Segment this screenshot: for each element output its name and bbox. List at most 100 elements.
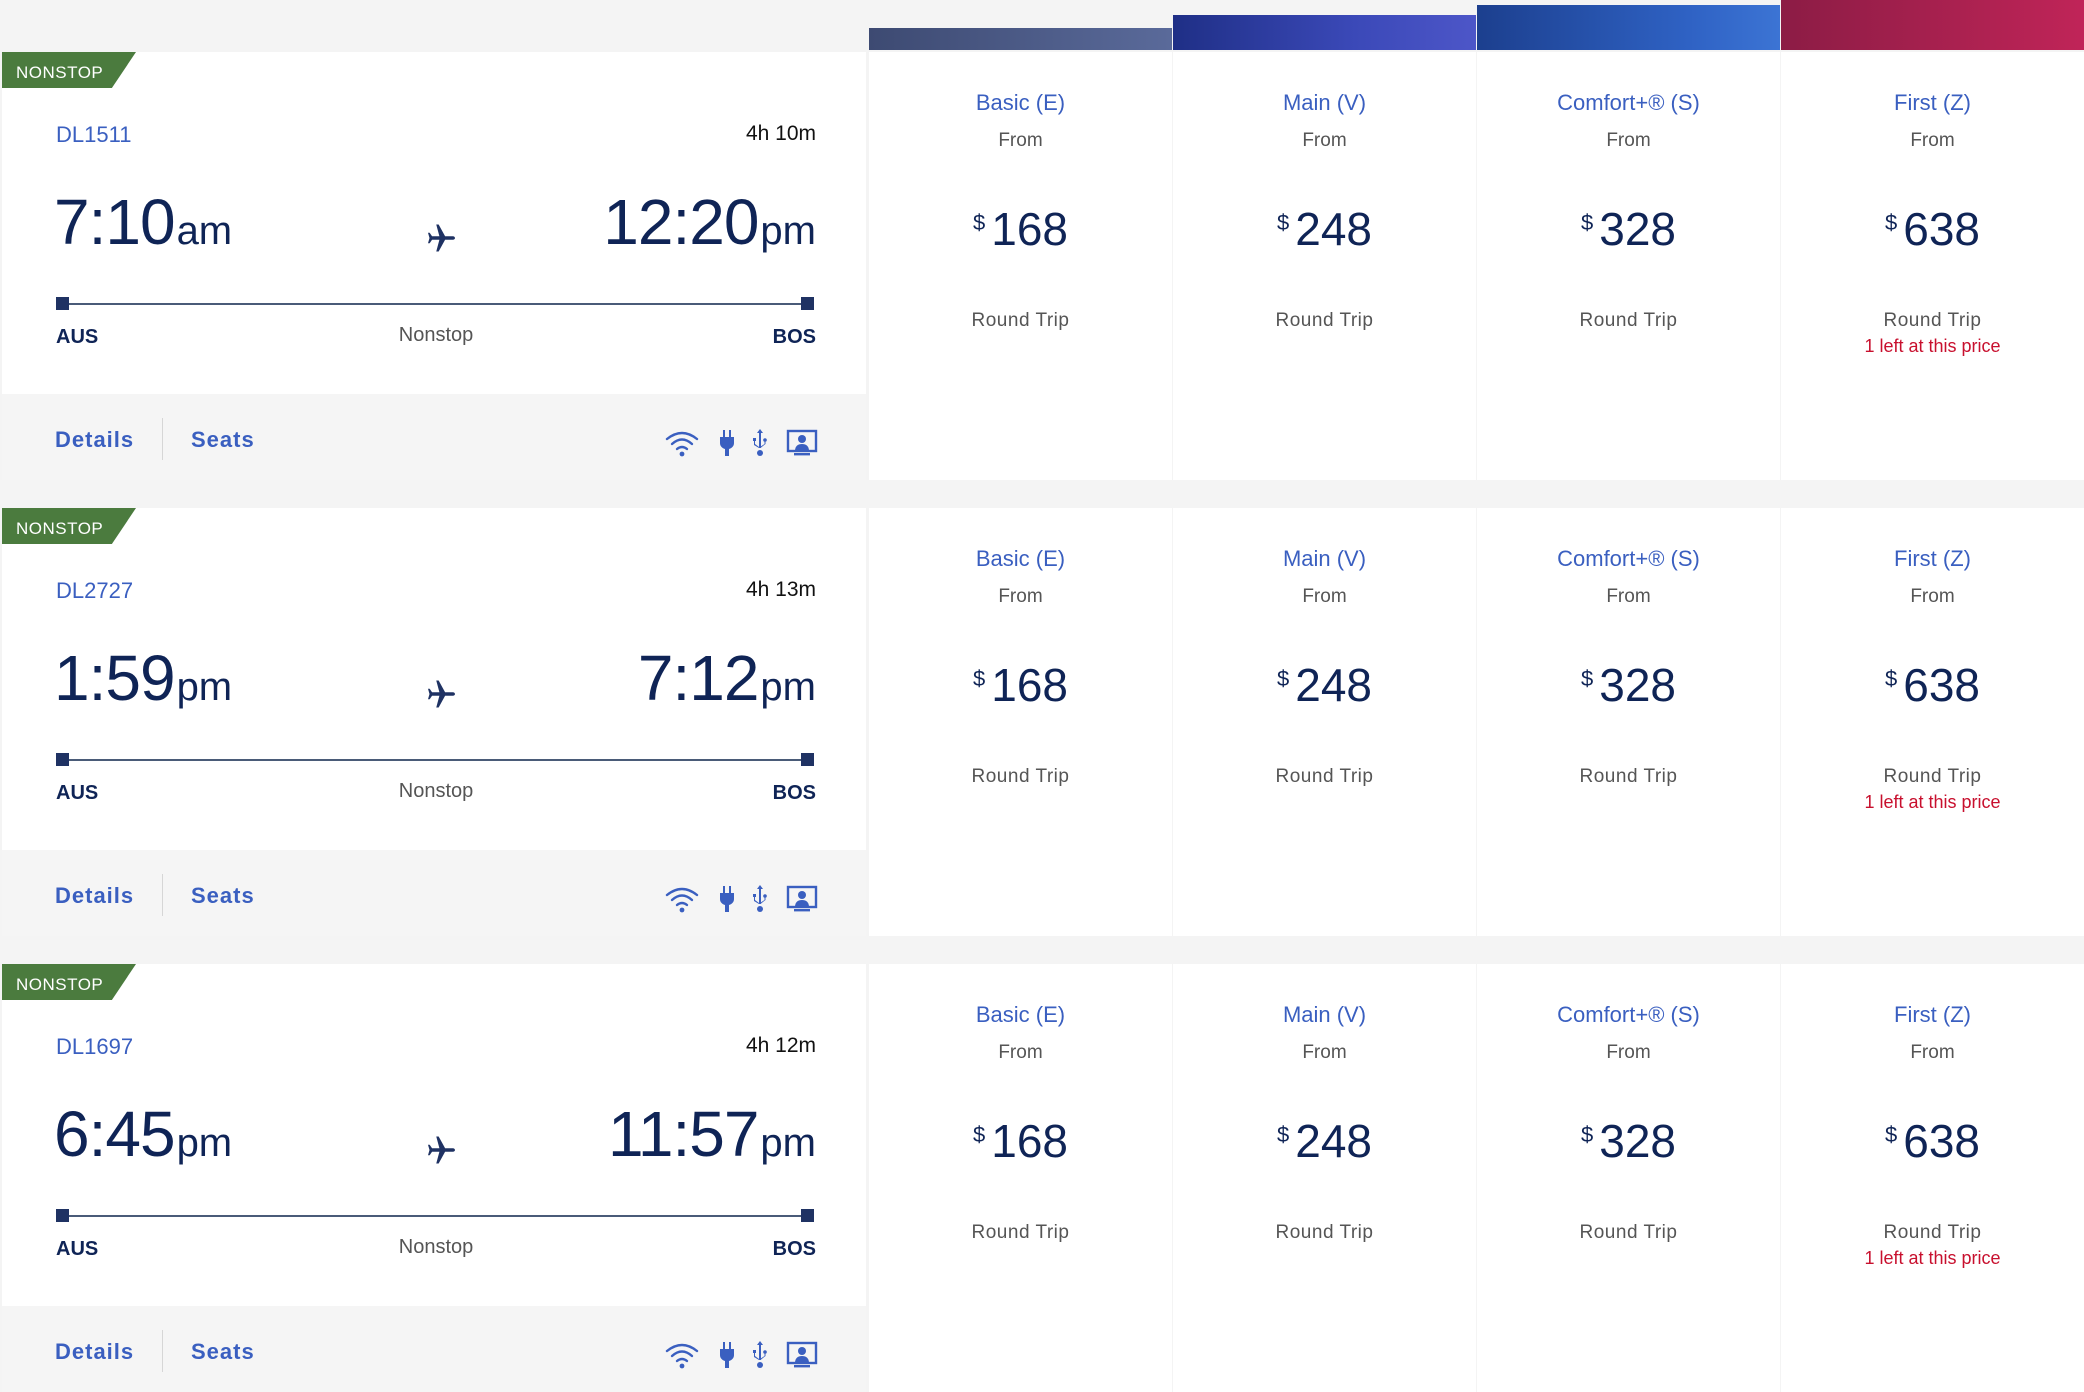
seatback-entertainment-icon xyxy=(786,885,818,912)
trip-type: Round Trip xyxy=(971,310,1070,331)
price-amount: 328 xyxy=(1599,203,1676,255)
destination-marker xyxy=(801,753,814,766)
trip-type: Round Trip xyxy=(1579,310,1678,331)
fare-price: $638 xyxy=(1781,202,2084,256)
currency-symbol: $ xyxy=(1885,1122,1898,1147)
fare-cell-comfort-plus[interactable]: Comfort+® (S) From $328 Round Trip xyxy=(1477,508,1780,936)
cabin-name: Main (V) xyxy=(1282,546,1367,571)
arrival-time: 7:12pm xyxy=(638,641,816,715)
trip-type: Round Trip xyxy=(971,1222,1070,1243)
flight-card-footer: Details Seats xyxy=(2,850,866,936)
trip-type: Round Trip xyxy=(1579,1222,1678,1243)
flight-row: NONSTOP DL1697 4h 12m 6:45pm 11:57pm AUS… xyxy=(0,962,2084,1392)
airplane-icon xyxy=(428,1136,455,1164)
usb-icon xyxy=(753,885,767,912)
fare-cell-first[interactable]: First (Z) From $638 Round Trip 1 left at… xyxy=(1781,52,2084,480)
power-outlet-icon xyxy=(720,430,734,456)
cabin-name: Comfort+® (S) xyxy=(1557,1002,1700,1027)
usb-icon xyxy=(753,429,767,456)
first-header-bar xyxy=(1781,0,2084,50)
fare-price: $638 xyxy=(1781,1114,2084,1168)
fare-cell-first[interactable]: First (Z) From $638 Round Trip 1 left at… xyxy=(1781,964,2084,1392)
destination-marker xyxy=(801,297,814,310)
fare-price: $328 xyxy=(1477,202,1780,256)
details-link[interactable]: Details xyxy=(55,883,135,908)
fare-cell-basic[interactable]: Basic (E) From $168 Round Trip xyxy=(869,52,1172,480)
fare-cell-main[interactable]: Main (V) From $248 Round Trip xyxy=(1173,964,1476,1392)
route-line xyxy=(60,303,802,305)
arrival-time: 11:57pm xyxy=(608,1097,816,1171)
wifi-icon xyxy=(665,1343,699,1369)
destination-marker xyxy=(801,1209,814,1222)
fare-price: $168 xyxy=(869,202,1172,256)
from-label: From xyxy=(1910,130,1955,151)
seats-link[interactable]: Seats xyxy=(191,883,255,908)
cabin-name: First (Z) xyxy=(1894,1002,1971,1027)
cabin-name: Basic (E) xyxy=(975,546,1066,571)
seatback-entertainment-icon xyxy=(786,1341,818,1368)
departure-ampm: pm xyxy=(176,665,233,709)
fare-price: $248 xyxy=(1173,202,1476,256)
basic-header-bar xyxy=(869,28,1172,50)
details-link[interactable]: Details xyxy=(55,1339,135,1364)
price-amount: 168 xyxy=(991,1115,1068,1167)
price-amount: 168 xyxy=(991,203,1068,255)
from-label: From xyxy=(998,586,1043,607)
origin-marker xyxy=(56,753,69,766)
stops-label: Nonstop xyxy=(398,780,474,802)
details-link[interactable]: Details xyxy=(55,427,135,452)
fare-cell-basic[interactable]: Basic (E) From $168 Round Trip xyxy=(869,508,1172,936)
departure-time-value: 6:45 xyxy=(54,1098,176,1170)
currency-symbol: $ xyxy=(1581,1122,1594,1147)
flight-card-footer: Details Seats xyxy=(2,394,866,480)
cabin-name: Comfort+® (S) xyxy=(1557,546,1700,571)
arrival-time: 12:20pm xyxy=(603,185,816,259)
currency-symbol: $ xyxy=(1277,666,1290,691)
arrival-time-value: 12:20 xyxy=(603,186,759,258)
flight-number[interactable]: DL2727 xyxy=(56,578,134,603)
usb-icon xyxy=(753,1341,767,1368)
price-amount: 168 xyxy=(991,659,1068,711)
currency-symbol: $ xyxy=(973,1122,986,1147)
departure-ampm: am xyxy=(176,209,233,253)
nonstop-badge: NONSTOP xyxy=(2,964,136,1000)
currency-symbol: $ xyxy=(1885,210,1898,235)
wifi-icon xyxy=(665,887,699,913)
seatback-entertainment-icon xyxy=(786,429,818,456)
fare-cell-comfort-plus[interactable]: Comfort+® (S) From $328 Round Trip xyxy=(1477,964,1780,1392)
currency-symbol: $ xyxy=(1581,210,1594,235)
trip-type: Round Trip xyxy=(1883,766,1982,787)
trip-type: Round Trip xyxy=(1883,310,1982,331)
fare-cell-comfort-plus[interactable]: Comfort+® (S) From $328 Round Trip xyxy=(1477,52,1780,480)
departure-time: 6:45pm xyxy=(54,1097,232,1171)
availability-note: 1 left at this price xyxy=(1864,336,2001,356)
arrival-time-value: 7:12 xyxy=(637,642,760,714)
seats-link[interactable]: Seats xyxy=(191,427,255,452)
flight-number[interactable]: DL1697 xyxy=(56,1034,134,1059)
origin-code: AUS xyxy=(56,782,99,804)
price-amount: 638 xyxy=(1903,203,1980,255)
currency-symbol: $ xyxy=(1277,210,1290,235)
flight-number[interactable]: DL1511 xyxy=(56,122,132,147)
flight-card-footer: Details Seats xyxy=(2,1306,866,1392)
fare-cell-basic[interactable]: Basic (E) From $168 Round Trip xyxy=(869,964,1172,1392)
seats-link[interactable]: Seats xyxy=(191,1339,255,1364)
price-amount: 248 xyxy=(1295,1115,1372,1167)
cabin-name: First (Z) xyxy=(1894,90,1971,115)
fare-class-header-bars xyxy=(869,0,2084,50)
fare-cell-main[interactable]: Main (V) From $248 Round Trip xyxy=(1173,52,1476,480)
fare-cell-first[interactable]: First (Z) From $638 Round Trip 1 left at… xyxy=(1781,508,2084,936)
price-amount: 248 xyxy=(1295,203,1372,255)
fare-price: $248 xyxy=(1173,1114,1476,1168)
cabin-name: Main (V) xyxy=(1282,1002,1367,1027)
airplane-icon xyxy=(428,224,455,252)
comfort-plus-header-bar xyxy=(1477,5,1780,50)
trip-type: Round Trip xyxy=(971,766,1070,787)
currency-symbol: $ xyxy=(1277,1122,1290,1147)
from-label: From xyxy=(1302,130,1347,151)
nonstop-badge: NONSTOP xyxy=(2,508,136,544)
arrival-ampm: pm xyxy=(760,665,816,709)
route-line xyxy=(60,1215,802,1217)
availability-note: 1 left at this price xyxy=(1864,1248,2001,1268)
fare-cell-main[interactable]: Main (V) From $248 Round Trip xyxy=(1173,508,1476,936)
